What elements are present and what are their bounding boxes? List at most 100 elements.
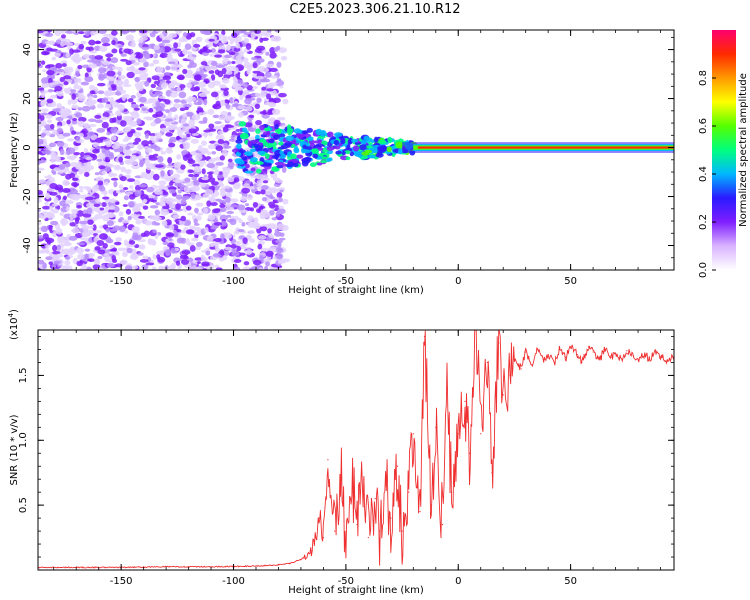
spectrogram-noise-cell <box>256 58 265 63</box>
spectrogram-noise-cell <box>102 33 112 37</box>
spectrogram-noise-cell <box>52 250 61 255</box>
snr-point <box>480 433 482 435</box>
spectrogram-noise-cell <box>109 117 115 124</box>
spectrogram-noise-cell <box>205 65 212 72</box>
spectrogram-noise-cell <box>79 151 85 157</box>
spectrogram-noise-cell <box>90 30 96 36</box>
spectrogram-ytick-label: -20 <box>22 188 33 204</box>
spectrogram-noise-cell <box>48 77 53 84</box>
spectrogram-noise-cell <box>181 149 189 156</box>
spectrogram-noise-cell <box>197 107 204 112</box>
snr-point <box>614 352 617 354</box>
spectrogram-noise-cell <box>64 89 71 95</box>
spectrogram-noise-cell <box>117 66 123 72</box>
spectrogram-noise-cell <box>71 177 79 182</box>
spectrogram-noise-cell <box>82 213 92 218</box>
snr-point <box>334 530 336 532</box>
spectrogram-noise-cell <box>73 227 80 234</box>
spectrogram-noise-cell <box>148 107 154 113</box>
spectrogram-noise-cell <box>44 65 51 69</box>
spectrogram-noise-cell <box>203 98 208 106</box>
spectrogram-noise-cell <box>167 82 175 89</box>
spectrogram-noise-cell <box>122 187 129 191</box>
spectrogram-noise-cell <box>63 75 72 80</box>
snr-point <box>513 359 516 361</box>
spectrogram-noise-cell <box>211 60 218 66</box>
spectrogram-noise-cell <box>205 250 211 256</box>
spectrogram-noise-cell <box>141 46 150 50</box>
spectrogram-xtick-label: -150 <box>110 276 133 287</box>
spectrogram-noise-cell <box>193 173 200 178</box>
spectrogram-noise-cell <box>115 201 120 205</box>
spectrogram-noise-cell <box>159 33 165 39</box>
spectrogram-noise-cell <box>225 196 231 203</box>
spectrogram-noise-cell <box>43 140 48 147</box>
spectrogram-noise-cell <box>141 218 148 224</box>
spectrogram-noise-cell <box>38 267 42 270</box>
spectrogram-noise-cell <box>56 140 65 147</box>
spectrogram-noise-cell <box>121 219 130 224</box>
spectrogram-noise-cell <box>86 207 93 215</box>
spectrogram-noise-cell <box>185 238 190 246</box>
snr-yscale-exp: 4 <box>7 312 15 317</box>
spectrogram-noise-cell <box>154 222 161 226</box>
spectrogram-transition-cell <box>319 152 328 157</box>
spectrogram-noise-cell <box>145 262 155 266</box>
spectrogram-noise-cell <box>218 199 227 204</box>
snr-point <box>318 517 320 519</box>
spectrogram-noise-cell <box>104 255 113 263</box>
spectrogram-noise-cell <box>231 60 236 65</box>
spectrogram-transition-cell <box>326 131 334 138</box>
spectrogram-transition-cell <box>386 146 392 153</box>
spectrogram-noise-cell <box>279 232 285 237</box>
spectrogram-noise-cell <box>147 194 156 199</box>
spectrogram-noise-cell <box>40 60 46 65</box>
spectrogram-noise-cell <box>186 56 196 60</box>
spectrogram-noise-cell <box>259 111 267 115</box>
spectrogram-noise-cell <box>243 89 250 96</box>
spectrogram-noise-cell <box>92 224 97 231</box>
spectrogram-transition-cell <box>377 145 383 152</box>
spectrogram-noise-cell <box>252 259 262 266</box>
spectrogram-noise-cell <box>261 185 269 190</box>
spectrogram-noise-cell <box>112 247 117 252</box>
spectrogram-noise-cell <box>71 130 77 135</box>
snr-ylabel: SNR (10 * v/v) <box>9 414 20 485</box>
spectrogram-noise-cell <box>215 100 221 107</box>
spectrogram-noise-cell <box>98 233 108 240</box>
spectrogram-noise-cell <box>190 152 197 156</box>
spectrogram-noise-cell <box>41 77 49 84</box>
snr-ytick-label: 1.0 <box>18 432 29 448</box>
spectrogram-noise-cell <box>94 55 104 60</box>
spectrogram-noise-cell <box>138 215 145 219</box>
spectrogram-transition-cell <box>258 138 267 143</box>
spectrogram-noise-cell <box>110 57 119 64</box>
spectrogram-transition-cell <box>361 139 367 146</box>
spectrogram-noise-cell <box>119 225 126 232</box>
spectrogram-noise-cell <box>265 93 272 100</box>
spectrogram-noise-cell <box>59 200 66 207</box>
spectrogram-transition-cell <box>351 138 359 143</box>
spectrogram-noise-cell <box>38 189 43 195</box>
spectrogram-noise-cell <box>234 240 241 246</box>
spectrogram-noise-cell <box>45 192 51 200</box>
spectrogram-noise-cell <box>195 153 203 161</box>
spectrogram-noise-cell <box>127 98 134 103</box>
colorbar-tick-label: 0.2 <box>698 214 709 230</box>
spectrogram-transition-cell <box>263 127 271 131</box>
spectrogram-noise-cell <box>194 207 199 214</box>
spectrogram-noise-cell <box>187 212 194 216</box>
snr-point <box>599 359 601 361</box>
spectrogram-noise-cell <box>140 174 148 179</box>
spectrogram-noise-cell <box>216 174 224 179</box>
spectrogram-noise-cell <box>67 99 72 106</box>
spectrogram-noise-cell <box>156 250 164 255</box>
colorbar-axes: 0.0 0.2 0.4 0.6 0.8 <box>698 70 716 278</box>
spectrogram-noise-cell <box>254 92 261 98</box>
spectrogram-transition-cell <box>387 136 393 144</box>
spectrogram-noise-cell <box>193 223 200 226</box>
spectrogram-noise-cell <box>162 241 169 245</box>
spectrogram-noise-cell <box>60 41 66 47</box>
spectrogram-noise-cell <box>171 262 176 270</box>
spectrogram-noise-cell <box>262 211 271 218</box>
